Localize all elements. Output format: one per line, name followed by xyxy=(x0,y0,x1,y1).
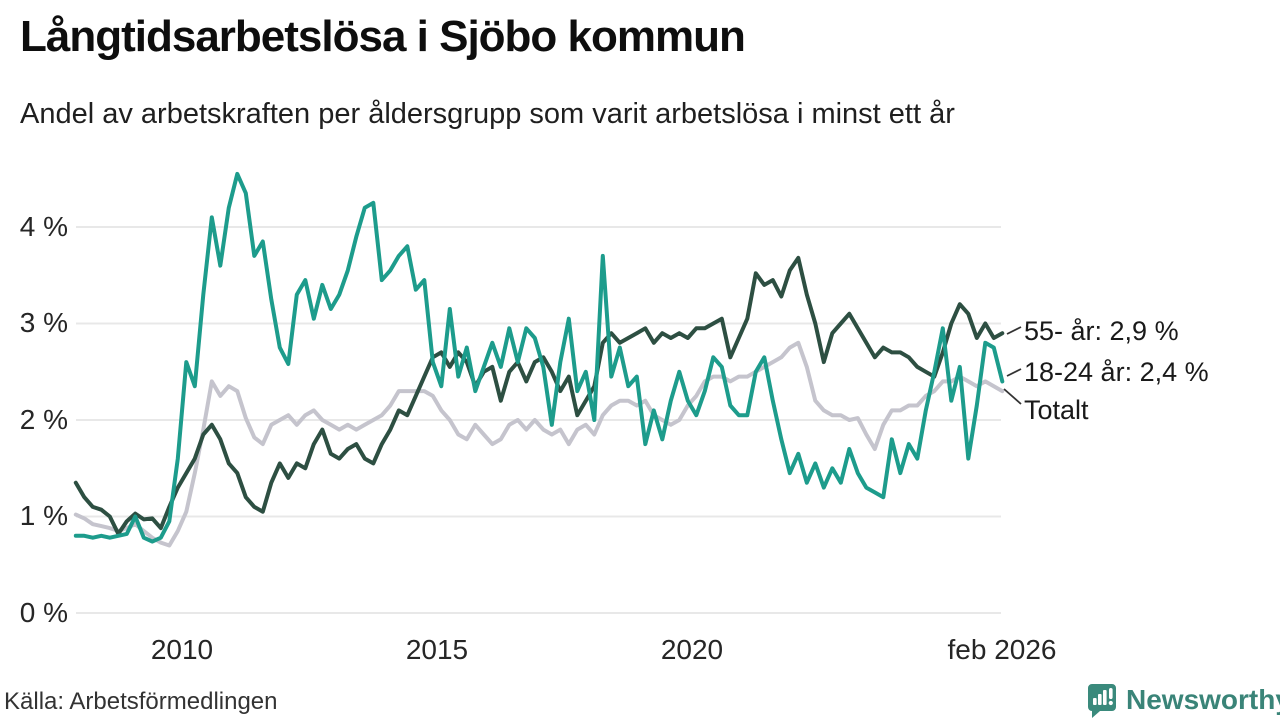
newsworthy-wordmark: Newsworthy xyxy=(1126,684,1280,715)
page-subtitle: Andel av arbetskraften per åldersgrupp s… xyxy=(20,98,955,130)
series-lines xyxy=(73,171,1005,548)
newsworthy-logo-icon xyxy=(1088,684,1116,718)
x-axis-tick-2010: 2010 xyxy=(150,634,214,665)
x-axis-tick-2020: 2020 xyxy=(660,634,724,665)
source-credit: Källa: Arbetsförmedlingen xyxy=(4,688,278,715)
annotation-55-plus: 55- år: 2,9 % xyxy=(1024,316,1179,346)
annotation-leader-lines xyxy=(1003,326,1022,405)
series-line-totalt xyxy=(73,340,1005,548)
y-axis-tick-2: 2 % xyxy=(19,404,68,435)
y-axis-tick-0: 0 % xyxy=(19,597,68,628)
page-title: Långtidsarbetslösa i Sjöbo kommun xyxy=(20,12,746,61)
y-axis-tick-3: 3 % xyxy=(19,307,68,338)
y-axis-tick-1: 1 % xyxy=(19,500,68,531)
series-line-18-24-r xyxy=(73,171,1005,544)
annotation-18-24: 18-24 år: 2,4 % xyxy=(1024,357,1209,387)
leader-line-55-plus xyxy=(1006,326,1022,335)
x-axis-tick-feb-2026: feb 2026 xyxy=(947,634,1057,665)
leader-line-total xyxy=(1003,388,1022,405)
annotation-total: Totalt xyxy=(1024,395,1089,425)
y-axis-tick-4: 4 % xyxy=(19,211,68,242)
gridlines xyxy=(76,226,1001,614)
x-axis-tick-2015: 2015 xyxy=(405,634,469,665)
series-line-55-r xyxy=(73,255,1005,536)
leader-line-18-24 xyxy=(1006,368,1022,377)
